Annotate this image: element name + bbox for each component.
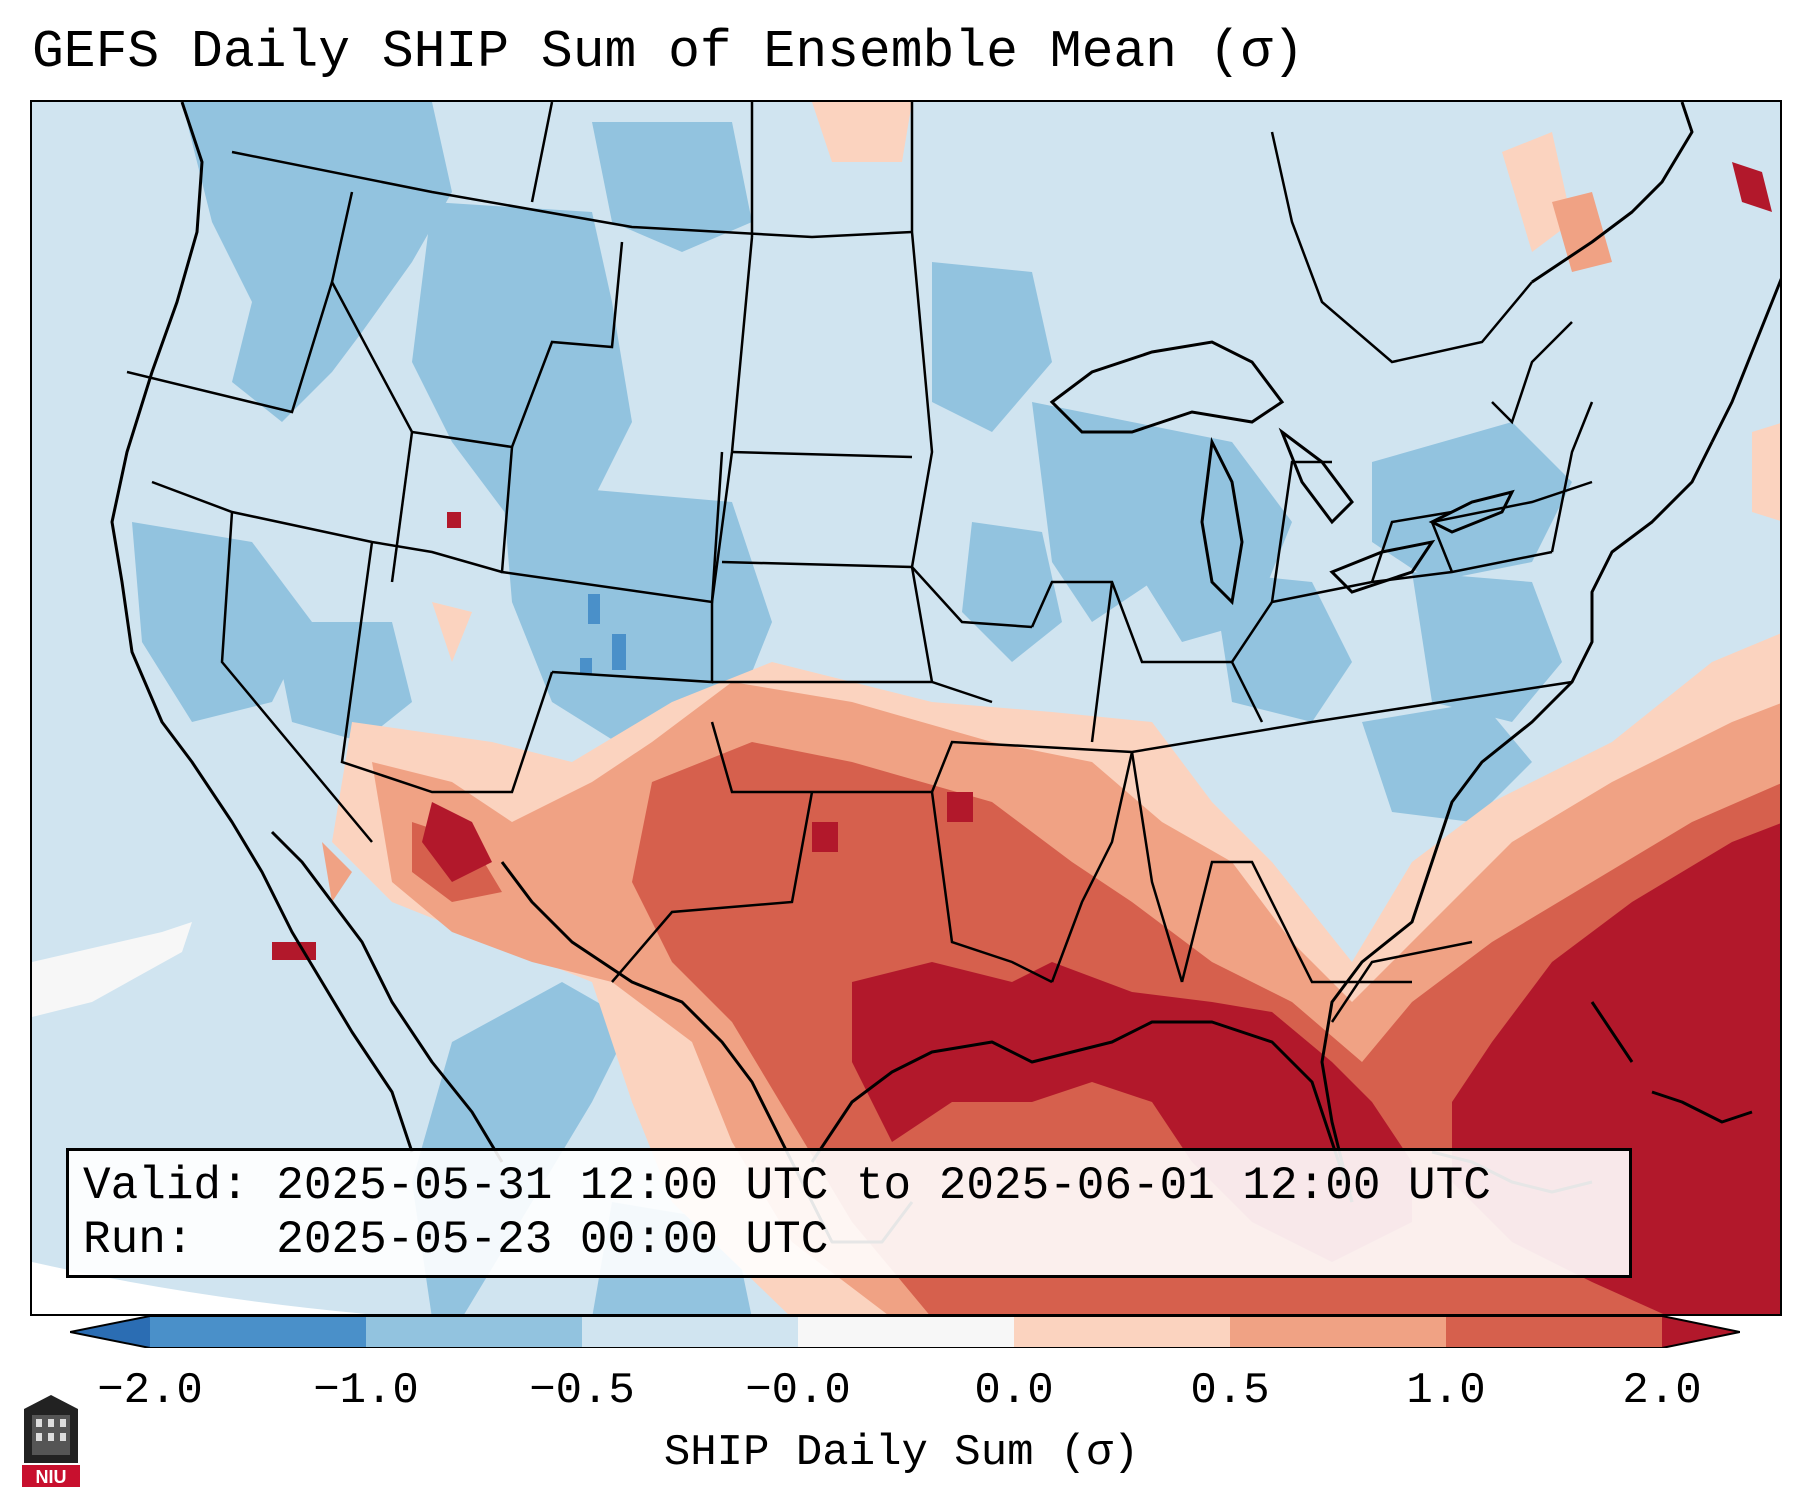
valid-label: Valid: bbox=[83, 1160, 249, 1212]
colorbar-tick-label: −2.0 bbox=[97, 1366, 203, 1416]
colorbar-seg-neg05 bbox=[582, 1316, 798, 1348]
projection-edge bbox=[32, 1262, 367, 1314]
valid-value: 2025-05-31 12:00 UTC to 2025-06-01 12:00… bbox=[276, 1160, 1491, 1212]
colorbar-tick-label: 0.0 bbox=[974, 1366, 1054, 1416]
niu-logo-text: NIU bbox=[36, 1467, 67, 1487]
niu-logo-icon: NIU bbox=[22, 1395, 80, 1487]
strong-negative-patches bbox=[580, 594, 626, 674]
state-borders bbox=[126, 150, 1594, 1023]
colorbar-seg-pos1 bbox=[1446, 1316, 1662, 1348]
colorbar-tick-label: 1.0 bbox=[1406, 1366, 1486, 1416]
province-borders bbox=[530, 102, 1533, 364]
colorbar bbox=[70, 1316, 1740, 1348]
run-row: Run: 2025-05-23 00:00 UTC bbox=[83, 1213, 1615, 1267]
colorbar-seg-pos0 bbox=[1014, 1316, 1230, 1348]
colorbar-extend-min bbox=[70, 1316, 150, 1348]
chart-title: GEFS Daily SHIP Sum of Ensemble Mean (σ) bbox=[32, 22, 1305, 82]
valid-run-info-box: Valid: 2025-05-31 12:00 UTC to 2025-06-0… bbox=[66, 1148, 1632, 1278]
colorbar-tick-label: −0.5 bbox=[529, 1366, 635, 1416]
colorbar-tick-label: 0.5 bbox=[1190, 1366, 1270, 1416]
colorbar-label: SHIP Daily Sum (σ) bbox=[663, 1428, 1140, 1478]
map-panel bbox=[30, 100, 1782, 1316]
colorbar-seg-neg2 bbox=[150, 1316, 366, 1348]
colorbar-seg-neg1 bbox=[366, 1316, 582, 1348]
run-value: 2025-05-23 00:00 UTC bbox=[276, 1214, 829, 1266]
colorbar-seg-zero bbox=[798, 1316, 1014, 1348]
colorbar-tick-label: −1.0 bbox=[313, 1366, 419, 1416]
colorbar-extend-max bbox=[1662, 1316, 1740, 1348]
run-label: Run: bbox=[83, 1214, 194, 1266]
colorbar-tick-label: −0.0 bbox=[745, 1366, 851, 1416]
colorbar-seg-pos05 bbox=[1230, 1316, 1446, 1348]
colorbar-tick-label: 2.0 bbox=[1622, 1366, 1702, 1416]
neutral-patch bbox=[32, 922, 192, 1017]
valid-row: Valid: 2025-05-31 12:00 UTC to 2025-06-0… bbox=[83, 1159, 1615, 1213]
great-lakes bbox=[1049, 340, 1515, 606]
map-canvas bbox=[32, 102, 1780, 1314]
